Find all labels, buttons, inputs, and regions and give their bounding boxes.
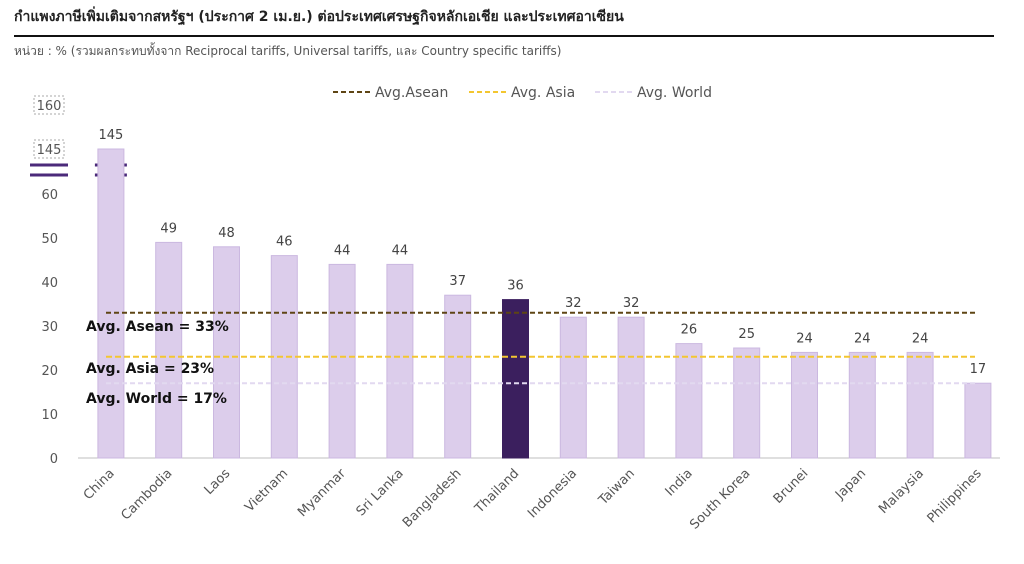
chart-title: กำแพงภาษีเพิ่มเติมจากสหรัฐฯ (ประกาศ 2 เม…: [14, 9, 624, 25]
x-tick-label-sri-lanka: Sri Lanka: [354, 466, 407, 519]
bar-sri-lanka: [386, 263, 414, 459]
chart-subtitle: หน่วย : % (รวมผลกระทบทั้งจาก Reciprocal …: [14, 44, 562, 58]
y-tick-label-160: 160: [37, 99, 62, 114]
x-tick-label-myanmar: Myanmar: [295, 466, 349, 520]
value-labels: 145 49 48 46 44 44 37 36 32 32 26 25 24 24 24 17: [98, 128, 986, 377]
x-tick-label-vietnam: Vietnam: [242, 466, 291, 515]
legend-label-avg-world: Avg. World: [637, 85, 712, 101]
x-tick-label-japan: Japan: [832, 466, 869, 503]
bar-cambodia: [155, 241, 183, 459]
value-label-taiwan: 32: [623, 296, 640, 311]
value-label-bangladesh: 37: [449, 274, 466, 289]
value-label-thailand: 36: [507, 279, 524, 294]
legend-label-avg-asia: Avg. Asia: [511, 85, 575, 101]
x-tick-label-thailand: Thailand: [472, 466, 523, 517]
y-tick-label-60: 60: [41, 188, 58, 203]
title-divider: [14, 35, 994, 37]
value-label-brunei: 24: [796, 331, 813, 346]
value-label-japan: 24: [854, 331, 871, 346]
x-tick-label-philippines: Philippines: [925, 466, 985, 526]
bar-bangladesh: [444, 294, 472, 459]
value-label-vietnam: 46: [276, 235, 293, 250]
y-tick-label-30: 30: [41, 320, 58, 335]
bar-south-korea: [733, 347, 761, 459]
bars: [97, 148, 992, 459]
x-tick-label-china: China: [81, 466, 118, 503]
y-axis: 0 10 20 30 40 50 60 145 160: [30, 95, 1000, 467]
y-tick-box-145: [33, 139, 65, 159]
annotation-avg-asean: Avg. Asean = 33%: [86, 319, 229, 335]
annotation-avg-asia: Avg. Asia = 23%: [86, 361, 214, 377]
reference-annotations: Avg. Asean = 33% Avg. Asia = 23% Avg. Worl…: [86, 319, 229, 407]
value-label-philippines: 17: [970, 362, 987, 377]
bar-laos: [213, 246, 240, 459]
bar-malaysia: [906, 351, 934, 459]
y-tick-box-160: [33, 95, 65, 115]
bar-brunei: [791, 351, 818, 459]
x-tick-label-brunei: Brunei: [771, 466, 812, 507]
value-label-sri-lanka: 44: [392, 243, 409, 258]
bar-philippines: [964, 382, 992, 459]
legend-label-avg-asean: Avg.Asean: [375, 85, 448, 101]
x-tick-label-indonesia: Indonesia: [525, 466, 580, 521]
bar-taiwan: [617, 316, 645, 459]
bar-indonesia: [559, 316, 587, 459]
y-tick-label-145: 145: [37, 143, 62, 158]
x-tick-label-south-korea: South Korea: [687, 466, 753, 532]
value-label-malaysia: 24: [912, 331, 929, 346]
y-tick-label-20: 20: [41, 364, 58, 379]
y-tick-label-50: 50: [41, 232, 58, 247]
reference-lines: [106, 311, 975, 385]
bar-myanmar: [328, 263, 356, 459]
value-label-laos: 48: [218, 226, 235, 241]
bar-vietnam: [270, 255, 298, 459]
bar-japan: [848, 351, 876, 459]
bar-thailand: [502, 299, 529, 459]
value-label-south-korea: 25: [738, 327, 755, 342]
value-label-cambodia: 49: [160, 221, 177, 236]
value-label-indonesia: 32: [565, 296, 582, 311]
x-tick-label-cambodia: Cambodia: [118, 466, 175, 523]
annotation-avg-world: Avg. World = 17%: [86, 391, 227, 407]
value-label-india: 26: [681, 323, 698, 338]
value-label-myanmar: 44: [334, 243, 351, 258]
value-label-china: 145: [98, 128, 123, 143]
y-tick-label-0: 0: [50, 452, 58, 467]
x-tick-label-malaysia: Malaysia: [876, 466, 927, 517]
x-tick-label-india: India: [663, 466, 696, 499]
y-tick-label-10: 10: [41, 408, 58, 423]
x-tick-label-laos: Laos: [202, 466, 234, 498]
legend: Avg.Asean Avg. Asia Avg. World: [333, 85, 712, 101]
x-axis: China Cambodia Laos Vietnam Myanmar Sri Lanka…: [81, 466, 985, 533]
bar-china: [97, 148, 125, 459]
x-tick-label-bangladesh: Bangladesh: [400, 466, 465, 531]
x-tick-label-taiwan: Taiwan: [595, 466, 638, 509]
y-tick-label-40: 40: [41, 276, 58, 291]
bar-india: [675, 343, 703, 459]
